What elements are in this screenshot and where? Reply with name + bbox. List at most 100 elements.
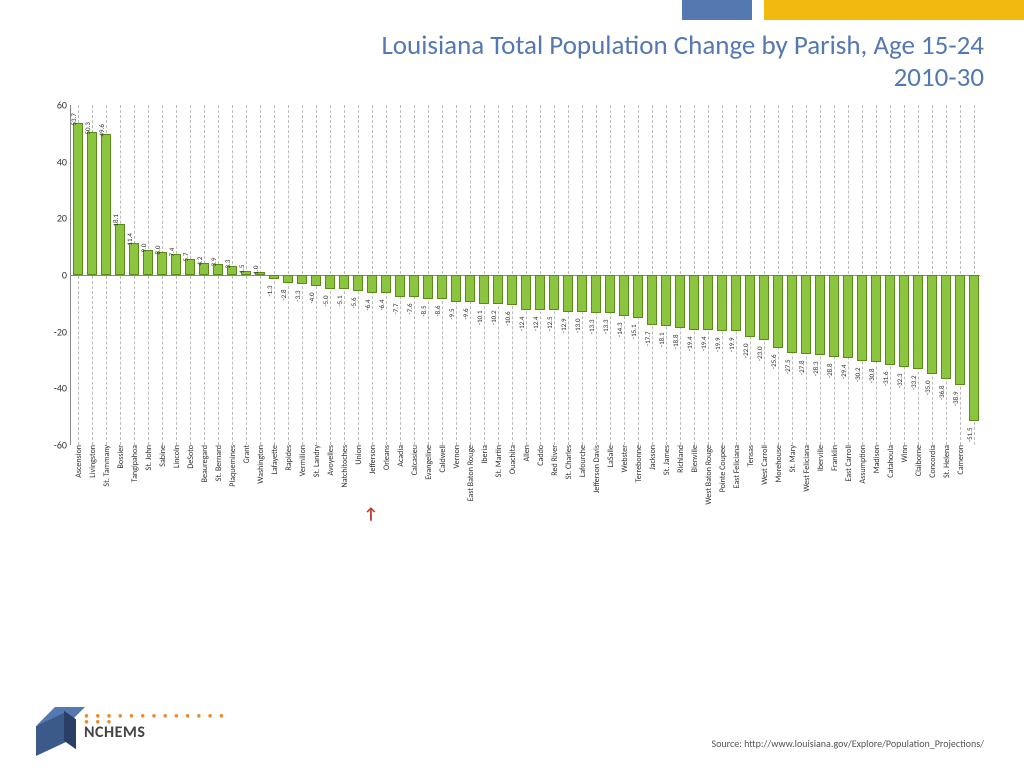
- bar-value-label: -27.5: [783, 359, 792, 374]
- bar-column: -12.5Red River: [547, 105, 561, 445]
- gridline: [134, 105, 135, 445]
- accent-segment: [752, 0, 764, 20]
- bar: [787, 275, 797, 353]
- bar-value-label: -19.9: [713, 338, 722, 353]
- x-category-label: Jackson: [646, 445, 658, 470]
- x-category-label: Concordia: [926, 445, 938, 478]
- x-category-label: Lafayette: [268, 445, 280, 475]
- x-category-label: Webster: [618, 445, 630, 472]
- x-category-label: Ascension: [72, 445, 84, 478]
- bar-column: -5.6Union: [351, 105, 365, 445]
- gridline: [218, 105, 219, 445]
- x-category-label: Rapides: [282, 445, 294, 471]
- bar-column: -32.3Winn: [897, 105, 911, 445]
- bar-column: 9.0St. John: [141, 105, 155, 445]
- x-category-label: Vermilion: [296, 445, 308, 476]
- bar-value-label: -5.1: [335, 296, 344, 307]
- bar-column: -7.7Acadia: [393, 105, 407, 445]
- y-tick-label: -60: [54, 439, 71, 452]
- bar-column: 1.5Grant: [239, 105, 253, 445]
- bar-value-label: -38.9: [951, 392, 960, 407]
- bar-column: 11.4Tangipahoa: [127, 105, 141, 445]
- bar-value-label: 7.4: [167, 248, 176, 257]
- bar-column: -14.3Webster: [617, 105, 631, 445]
- bar-column: -13.3LaSalle: [603, 105, 617, 445]
- bar-value-label: -51.5: [965, 427, 974, 442]
- bar-value-label: -12.4: [517, 317, 526, 332]
- bar-value-label: -8.5: [419, 306, 428, 317]
- bar-column: 7.4Lincoln: [169, 105, 183, 445]
- bar-value-label: -28.8: [825, 363, 834, 378]
- bar: [661, 275, 671, 326]
- bar: [829, 275, 839, 357]
- bar: [801, 275, 811, 354]
- bar-value-label: 4.2: [195, 257, 204, 266]
- population-bar-chart: -60-40-20020406053.7Ascension50.3Livings…: [40, 105, 980, 605]
- bar: [591, 275, 601, 313]
- bar-value-label: -8.6: [433, 306, 442, 317]
- bar: [507, 275, 517, 305]
- bar-value-label: -7.7: [391, 303, 400, 314]
- bar-column: -6.4Jefferson: [365, 105, 379, 445]
- bar-column: -9.5Vernon: [449, 105, 463, 445]
- x-category-label: St. Bernard: [212, 445, 224, 481]
- bar: [577, 275, 587, 312]
- bar-value-label: 1.0: [251, 266, 260, 275]
- bar-column: -9.6East Baton Rouge: [463, 105, 477, 445]
- bar-column: -29.4East Carroll: [841, 105, 855, 445]
- bar: [521, 275, 531, 310]
- bar-value-label: -12.5: [545, 317, 554, 332]
- bar: [129, 243, 139, 275]
- gridline: [204, 105, 205, 445]
- x-category-label: LaSalle: [604, 445, 616, 467]
- bar-value-label: -22.0: [741, 344, 750, 359]
- bar-column: -2.8Rapides: [281, 105, 295, 445]
- x-category-label: Vernon: [450, 445, 462, 469]
- bar-value-label: -12.9: [559, 318, 568, 333]
- plot-area: -60-40-20020406053.7Ascension50.3Livings…: [70, 105, 980, 445]
- bar: [955, 275, 965, 385]
- bar-value-label: -5.0: [321, 296, 330, 307]
- bar: [871, 275, 881, 362]
- bar: [843, 275, 853, 358]
- bar: [969, 275, 979, 421]
- bar-value-label: -19.9: [727, 338, 736, 353]
- bar-value-label: -1.3: [265, 285, 274, 296]
- bar-value-label: -13.3: [587, 319, 596, 334]
- bar-column: 3.3Plaquemines: [225, 105, 239, 445]
- bar-value-label: 49.6: [97, 125, 106, 137]
- x-category-label: Bienville: [688, 445, 700, 472]
- bar-column: -27.5St. Mary: [785, 105, 799, 445]
- bar-value-label: -17.7: [643, 332, 652, 347]
- bar-column: -25.6Morehouse: [771, 105, 785, 445]
- bar-column: 4.2Beauregard: [197, 105, 211, 445]
- bar: [647, 275, 657, 325]
- bar-column: -10.6Ouachita: [505, 105, 519, 445]
- x-category-label: Catahoula: [884, 445, 896, 478]
- x-category-label: Natchitoches: [338, 445, 350, 487]
- bar: [731, 275, 741, 331]
- bar-column: -30.2Assumption: [855, 105, 869, 445]
- bar-value-label: -36.8: [937, 386, 946, 401]
- bar: [549, 275, 559, 310]
- bar-column: -13.0Lafourche: [575, 105, 589, 445]
- title-line-2: 2010-30: [894, 61, 984, 94]
- x-category-label: Madison: [870, 445, 882, 473]
- bar-column: -23.0West Carroll: [757, 105, 771, 445]
- bar-column: -17.7Jackson: [645, 105, 659, 445]
- bar-value-label: -7.6: [405, 303, 414, 314]
- x-category-label: Tangipahoa: [128, 445, 140, 482]
- bar: [73, 123, 83, 275]
- bar-value-label: 9.0: [139, 243, 148, 252]
- bar: [717, 275, 727, 331]
- bar-value-label: -33.2: [909, 376, 918, 391]
- x-category-label: Richland: [674, 445, 686, 473]
- bar-column: -13.3Jefferson Davis: [589, 105, 603, 445]
- bar-value-label: 11.4: [125, 233, 134, 245]
- bar: [493, 275, 503, 304]
- y-tick-label: -40: [54, 382, 71, 395]
- y-tick-label: 20: [57, 212, 71, 225]
- bar-column: -51.5: [967, 105, 981, 445]
- bar: [465, 275, 475, 302]
- bar: [605, 275, 615, 313]
